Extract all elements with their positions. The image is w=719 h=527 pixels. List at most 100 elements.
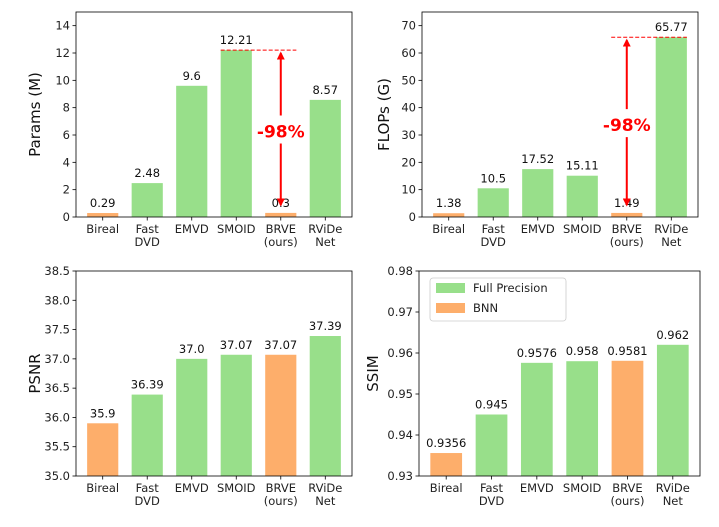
y-tick-label: 14 [55,19,70,33]
axes-frame [75,270,353,477]
x-tick-label: (ours) [264,235,298,249]
data-label: 1.38 [436,196,462,210]
reduction-label: -98% [603,116,651,136]
axes-frame [75,11,353,218]
y-axis-label: Params (M) [26,72,44,157]
y-tick-label: 60 [401,46,416,60]
bar [309,99,341,217]
y-axis-label: PSNR [26,353,44,393]
x-tick-label: EMVD [175,222,209,236]
x-tick-label: EMVD [175,481,209,495]
y-tick-label: 0.93 [387,469,413,483]
bar [309,336,341,476]
x-tick-label: BRVE [266,481,296,495]
data-label: 10.5 [480,171,506,185]
x-tick-label: Fast [136,481,160,495]
data-label: 17.52 [521,152,554,166]
y-tick-label: 6 [63,128,70,142]
data-label: 37.39 [309,319,342,333]
bar [430,453,463,476]
y-tick-label: 70 [401,19,416,33]
legend: Full Precision BNN [429,277,567,322]
y-tick-label: 50 [401,73,416,87]
y-tick-label: 0.98 [387,264,413,278]
bar [655,37,687,217]
bar [433,213,465,217]
bar [131,394,163,476]
x-tick-label: RViDe [656,481,690,495]
bar [656,344,689,476]
y-tick-label: 0.94 [387,428,413,442]
bar [265,354,297,476]
y-tick-label: 10 [55,73,70,87]
data-label: 9.6 [183,69,201,83]
bar [131,183,163,217]
legend-label: BNN [473,301,498,315]
x-tick-label: SMOID [563,222,602,236]
data-label: 2.48 [134,166,160,180]
data-label: 37.0 [179,342,205,356]
x-tick-label: Fast [136,222,160,236]
x-tick-label: BRVE [612,481,642,495]
data-label: 35.9 [90,406,116,420]
bar [265,212,297,217]
x-tick-label: EMVD [521,222,555,236]
x-tick-label: DVD [481,235,507,249]
bar [520,362,553,476]
bar [475,414,508,476]
data-label: 12.21 [220,33,253,47]
y-tick-label: 38.0 [44,293,70,307]
x-tick-label: Net [663,494,684,508]
data-label: 0.29 [90,196,116,210]
x-tick-label: (ours) [264,494,298,508]
x-tick-label: RViDe [308,481,342,495]
data-label: 0.958 [566,344,599,358]
x-tick-label: Bireal [86,481,119,495]
y-tick-label: 35.5 [44,440,70,454]
x-tick-label: Bireal [86,222,119,236]
bar [220,50,252,217]
y-tick-label: 0.97 [387,305,413,319]
y-tick-label: 12 [55,46,70,60]
data-label: 36.39 [131,378,164,392]
data-label: 37.07 [220,338,253,352]
bar [176,85,208,217]
x-tick-label: Bireal [432,222,465,236]
data-label: 15.11 [566,159,599,173]
bar [87,423,119,476]
data-label: 65.77 [655,20,688,34]
y-tick-label: 8 [63,101,70,115]
y-tick-label: 0.95 [387,387,413,401]
x-tick-label: BRVE [266,222,296,236]
data-label: 37.07 [264,338,297,352]
x-tick-label: BRVE [612,222,642,236]
bar [87,213,119,217]
x-tick-label: DVD [135,494,161,508]
bar [477,188,509,217]
x-tick-label: Net [661,235,682,249]
data-label: 0.962 [656,328,689,342]
y-tick-label: 37.5 [44,323,70,337]
y-tick-label: 30 [401,128,416,142]
y-tick-label: 10 [401,183,416,197]
y-axis-label: SSIM [364,355,382,391]
x-tick-label: (ours) [610,235,644,249]
legend-swatch [436,283,465,293]
y-tick-label: 4 [63,155,70,169]
data-label: 8.57 [312,83,338,97]
x-tick-label: Net [315,494,336,508]
y-tick-label: 0.96 [387,346,413,360]
x-tick-label: SMOID [217,222,256,236]
x-tick-label: EMVD [520,481,554,495]
data-label: 0.9581 [607,344,647,358]
x-tick-label: DVD [135,235,161,249]
x-tick-label: (ours) [610,494,644,508]
axes-frame [418,270,701,477]
x-tick-label: Fast [482,222,506,236]
y-tick-label: 2 [63,183,70,197]
y-tick-label: 0 [63,210,70,224]
data-label: 0.9576 [517,346,557,360]
